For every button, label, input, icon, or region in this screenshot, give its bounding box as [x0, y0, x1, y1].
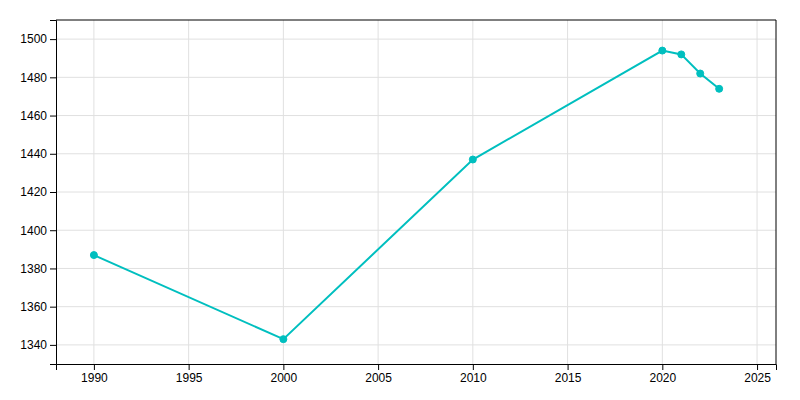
- y-tick: 1360: [20, 300, 56, 314]
- x-tick-label: 2000: [271, 371, 298, 385]
- y-tick-mark: [50, 77, 56, 78]
- x-tick: 2020: [649, 364, 676, 385]
- grid-line-y: [56, 153, 776, 154]
- x-tick-mark: [94, 364, 95, 370]
- point: [659, 47, 666, 54]
- x-axis-line: [57, 365, 777, 371]
- y-tick: 1420: [20, 185, 56, 199]
- frame-top: [56, 20, 776, 21]
- x-tick-label: 2020: [649, 371, 676, 385]
- grid-line-y: [56, 192, 776, 193]
- x-tick-label: 2025: [744, 371, 771, 385]
- x-tick-mark: [189, 364, 190, 370]
- point: [469, 156, 476, 163]
- point: [280, 336, 287, 343]
- point: [716, 85, 723, 92]
- y-tick: 1480: [20, 71, 56, 85]
- x-tick-mark: [757, 364, 758, 370]
- x-tick-label: 1995: [176, 371, 203, 385]
- y-tick-mark: [50, 345, 56, 346]
- y-tick-label: 1340: [20, 338, 47, 352]
- frame-right: [776, 20, 777, 364]
- y-tick-label: 1440: [20, 147, 47, 161]
- x-tick-label: 2010: [460, 371, 487, 385]
- y-tick-mark: [50, 230, 56, 231]
- x-tick-mark: [283, 364, 284, 370]
- y-tick: 1340: [20, 338, 56, 352]
- x-tick: 1995: [176, 364, 203, 385]
- y-tick-label: 1460: [20, 109, 47, 123]
- y-tick-label: 1400: [20, 224, 47, 238]
- y-tick-mark: [50, 307, 56, 308]
- x-tick-mark: [568, 364, 569, 370]
- x-tick: 2000: [271, 364, 298, 385]
- y-axis: 1340 1360 1380 1400 1420 1440 1460 1480 1500: [20, 21, 56, 365]
- x-tick: 2015: [555, 364, 582, 385]
- y-tick-mark: [50, 154, 56, 155]
- plot-area: 1990 1995 2000 2005 2010 2015 2020 2025 1340 1360…: [20, 20, 776, 385]
- grid-line-y: [56, 268, 776, 269]
- point: [697, 70, 704, 77]
- line: [94, 51, 719, 340]
- point: [678, 51, 685, 58]
- y-tick: 1460: [20, 109, 56, 123]
- y-tick: 1380: [20, 262, 56, 276]
- y-tick-mark: [50, 268, 56, 269]
- y-tick-label: 1420: [20, 185, 47, 199]
- chart: 1990 1995 2000 2005 2010 2015 2020 2025 1340 1360…: [0, 0, 800, 400]
- x-tick-mark: [378, 364, 379, 370]
- point: [90, 252, 97, 259]
- grid-line-y: [56, 344, 776, 345]
- y-tick-mark: [50, 192, 56, 193]
- y-tick-label: 1360: [20, 300, 47, 314]
- y-axis-line: [50, 21, 57, 365]
- x-tick: 2005: [365, 364, 392, 385]
- x-tick: 1990: [81, 364, 108, 385]
- grid-line-y: [56, 77, 776, 78]
- x-tick-label: 2005: [365, 371, 392, 385]
- x-tick-label: 2015: [555, 371, 582, 385]
- grid-line-y: [56, 39, 776, 40]
- marks: [90, 47, 722, 343]
- grid-line-y: [56, 230, 776, 231]
- x-tick-mark: [662, 364, 663, 370]
- grid-line-y: [56, 115, 776, 116]
- y-tick-label: 1380: [20, 262, 47, 276]
- y-tick-mark: [50, 116, 56, 117]
- y-tick: 1400: [20, 224, 56, 238]
- x-tick-mark: [473, 364, 474, 370]
- y-tick: 1440: [20, 147, 56, 161]
- x-tick: 2010: [460, 364, 487, 385]
- grid-line-y: [56, 306, 776, 307]
- y-tick-label: 1480: [20, 71, 47, 85]
- x-tick: 2025: [744, 364, 771, 385]
- y-tick-label: 1500: [20, 32, 47, 46]
- y-tick-mark: [50, 39, 56, 40]
- y-tick: 1500: [20, 32, 56, 46]
- grid: [56, 20, 776, 364]
- x-axis: 1990 1995 2000 2005 2010 2015 2020 2025: [57, 364, 777, 385]
- x-tick-label: 1990: [81, 371, 108, 385]
